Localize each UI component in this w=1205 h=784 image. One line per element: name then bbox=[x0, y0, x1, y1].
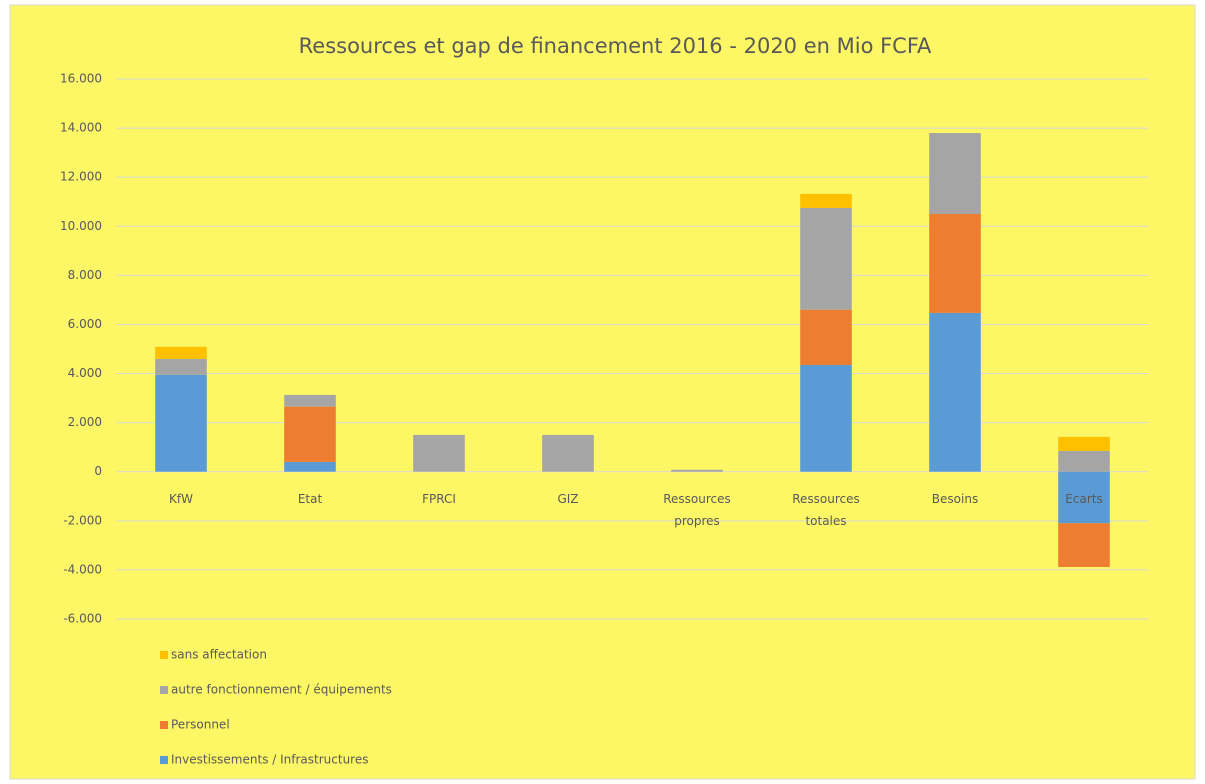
y-tick-label: -4.000 bbox=[63, 562, 102, 576]
y-tick-label: 16.000 bbox=[60, 72, 102, 86]
bar-segment bbox=[155, 346, 207, 359]
legend-label: Personnel bbox=[171, 718, 230, 732]
bar-segment bbox=[671, 469, 723, 472]
x-tick-label: FPRCI bbox=[422, 491, 456, 506]
bar-segment bbox=[800, 193, 852, 208]
x-tick-label: Ressources totales bbox=[792, 491, 860, 528]
legend-label: autre fonctionnement / équipements bbox=[171, 683, 392, 697]
y-tick-label: 10.000 bbox=[60, 219, 102, 233]
chart-title: Ressources et gap de financement 2016 - … bbox=[299, 34, 932, 58]
bar-segment bbox=[1058, 436, 1110, 451]
bar-segment bbox=[929, 214, 981, 313]
bar-segment bbox=[155, 358, 207, 375]
bar-segment bbox=[1058, 471, 1110, 524]
legend-label: Investissements / Infrastructures bbox=[171, 753, 368, 767]
legend-label: sans affectation bbox=[171, 648, 267, 662]
x-tick-label: Etat bbox=[297, 491, 323, 506]
y-tick-label: 2.000 bbox=[68, 415, 102, 429]
y-tick-label: 14.000 bbox=[60, 121, 102, 135]
bar-segment bbox=[929, 133, 981, 214]
bar-segment bbox=[542, 434, 594, 472]
bar-segment bbox=[800, 364, 852, 472]
y-tick-label: 4.000 bbox=[68, 366, 102, 380]
x-tick-label: GIZ bbox=[557, 491, 579, 506]
legend-swatch bbox=[160, 721, 168, 729]
chart-background bbox=[9, 4, 1196, 780]
legend-swatch bbox=[160, 651, 168, 659]
x-tick-label: Ressources propres bbox=[663, 491, 731, 528]
bar-segment bbox=[155, 374, 207, 472]
bar-segment bbox=[284, 461, 336, 472]
x-tick-label: Ecarts bbox=[1065, 491, 1103, 506]
bar-segment bbox=[413, 434, 465, 472]
legend-swatch bbox=[160, 756, 168, 764]
y-tick-label: -2.000 bbox=[63, 513, 102, 527]
y-tick-label: 12.000 bbox=[60, 170, 102, 184]
y-tick-label: -6.000 bbox=[63, 612, 102, 626]
bar-segment bbox=[1058, 523, 1110, 567]
x-tick-label: KfW bbox=[169, 491, 193, 506]
y-tick-label: 6.000 bbox=[68, 317, 102, 331]
bar-segment bbox=[929, 312, 981, 472]
legend-swatch bbox=[160, 686, 168, 694]
bar-segment bbox=[284, 406, 336, 462]
y-tick-label: 0 bbox=[94, 464, 102, 478]
y-tick-label: 8.000 bbox=[68, 268, 102, 282]
x-tick-label: Besoins bbox=[931, 491, 979, 506]
bar-segment bbox=[800, 207, 852, 310]
bar-segment bbox=[800, 309, 852, 365]
bar-segment bbox=[1058, 450, 1110, 472]
bar-segment bbox=[284, 394, 336, 407]
